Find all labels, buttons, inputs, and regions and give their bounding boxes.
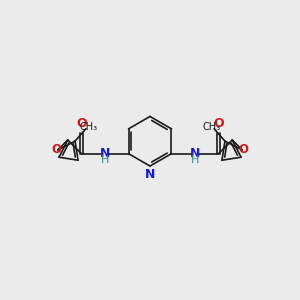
Text: O: O — [51, 143, 62, 157]
Text: CH₃: CH₃ — [79, 122, 97, 132]
Text: N: N — [190, 147, 200, 160]
Text: N: N — [100, 147, 110, 160]
Text: H: H — [101, 155, 109, 165]
Text: O: O — [213, 117, 224, 130]
Text: H: H — [191, 155, 199, 165]
Text: N: N — [145, 168, 155, 182]
Text: CH₃: CH₃ — [203, 122, 221, 132]
Text: O: O — [238, 143, 249, 157]
Text: O: O — [76, 117, 87, 130]
